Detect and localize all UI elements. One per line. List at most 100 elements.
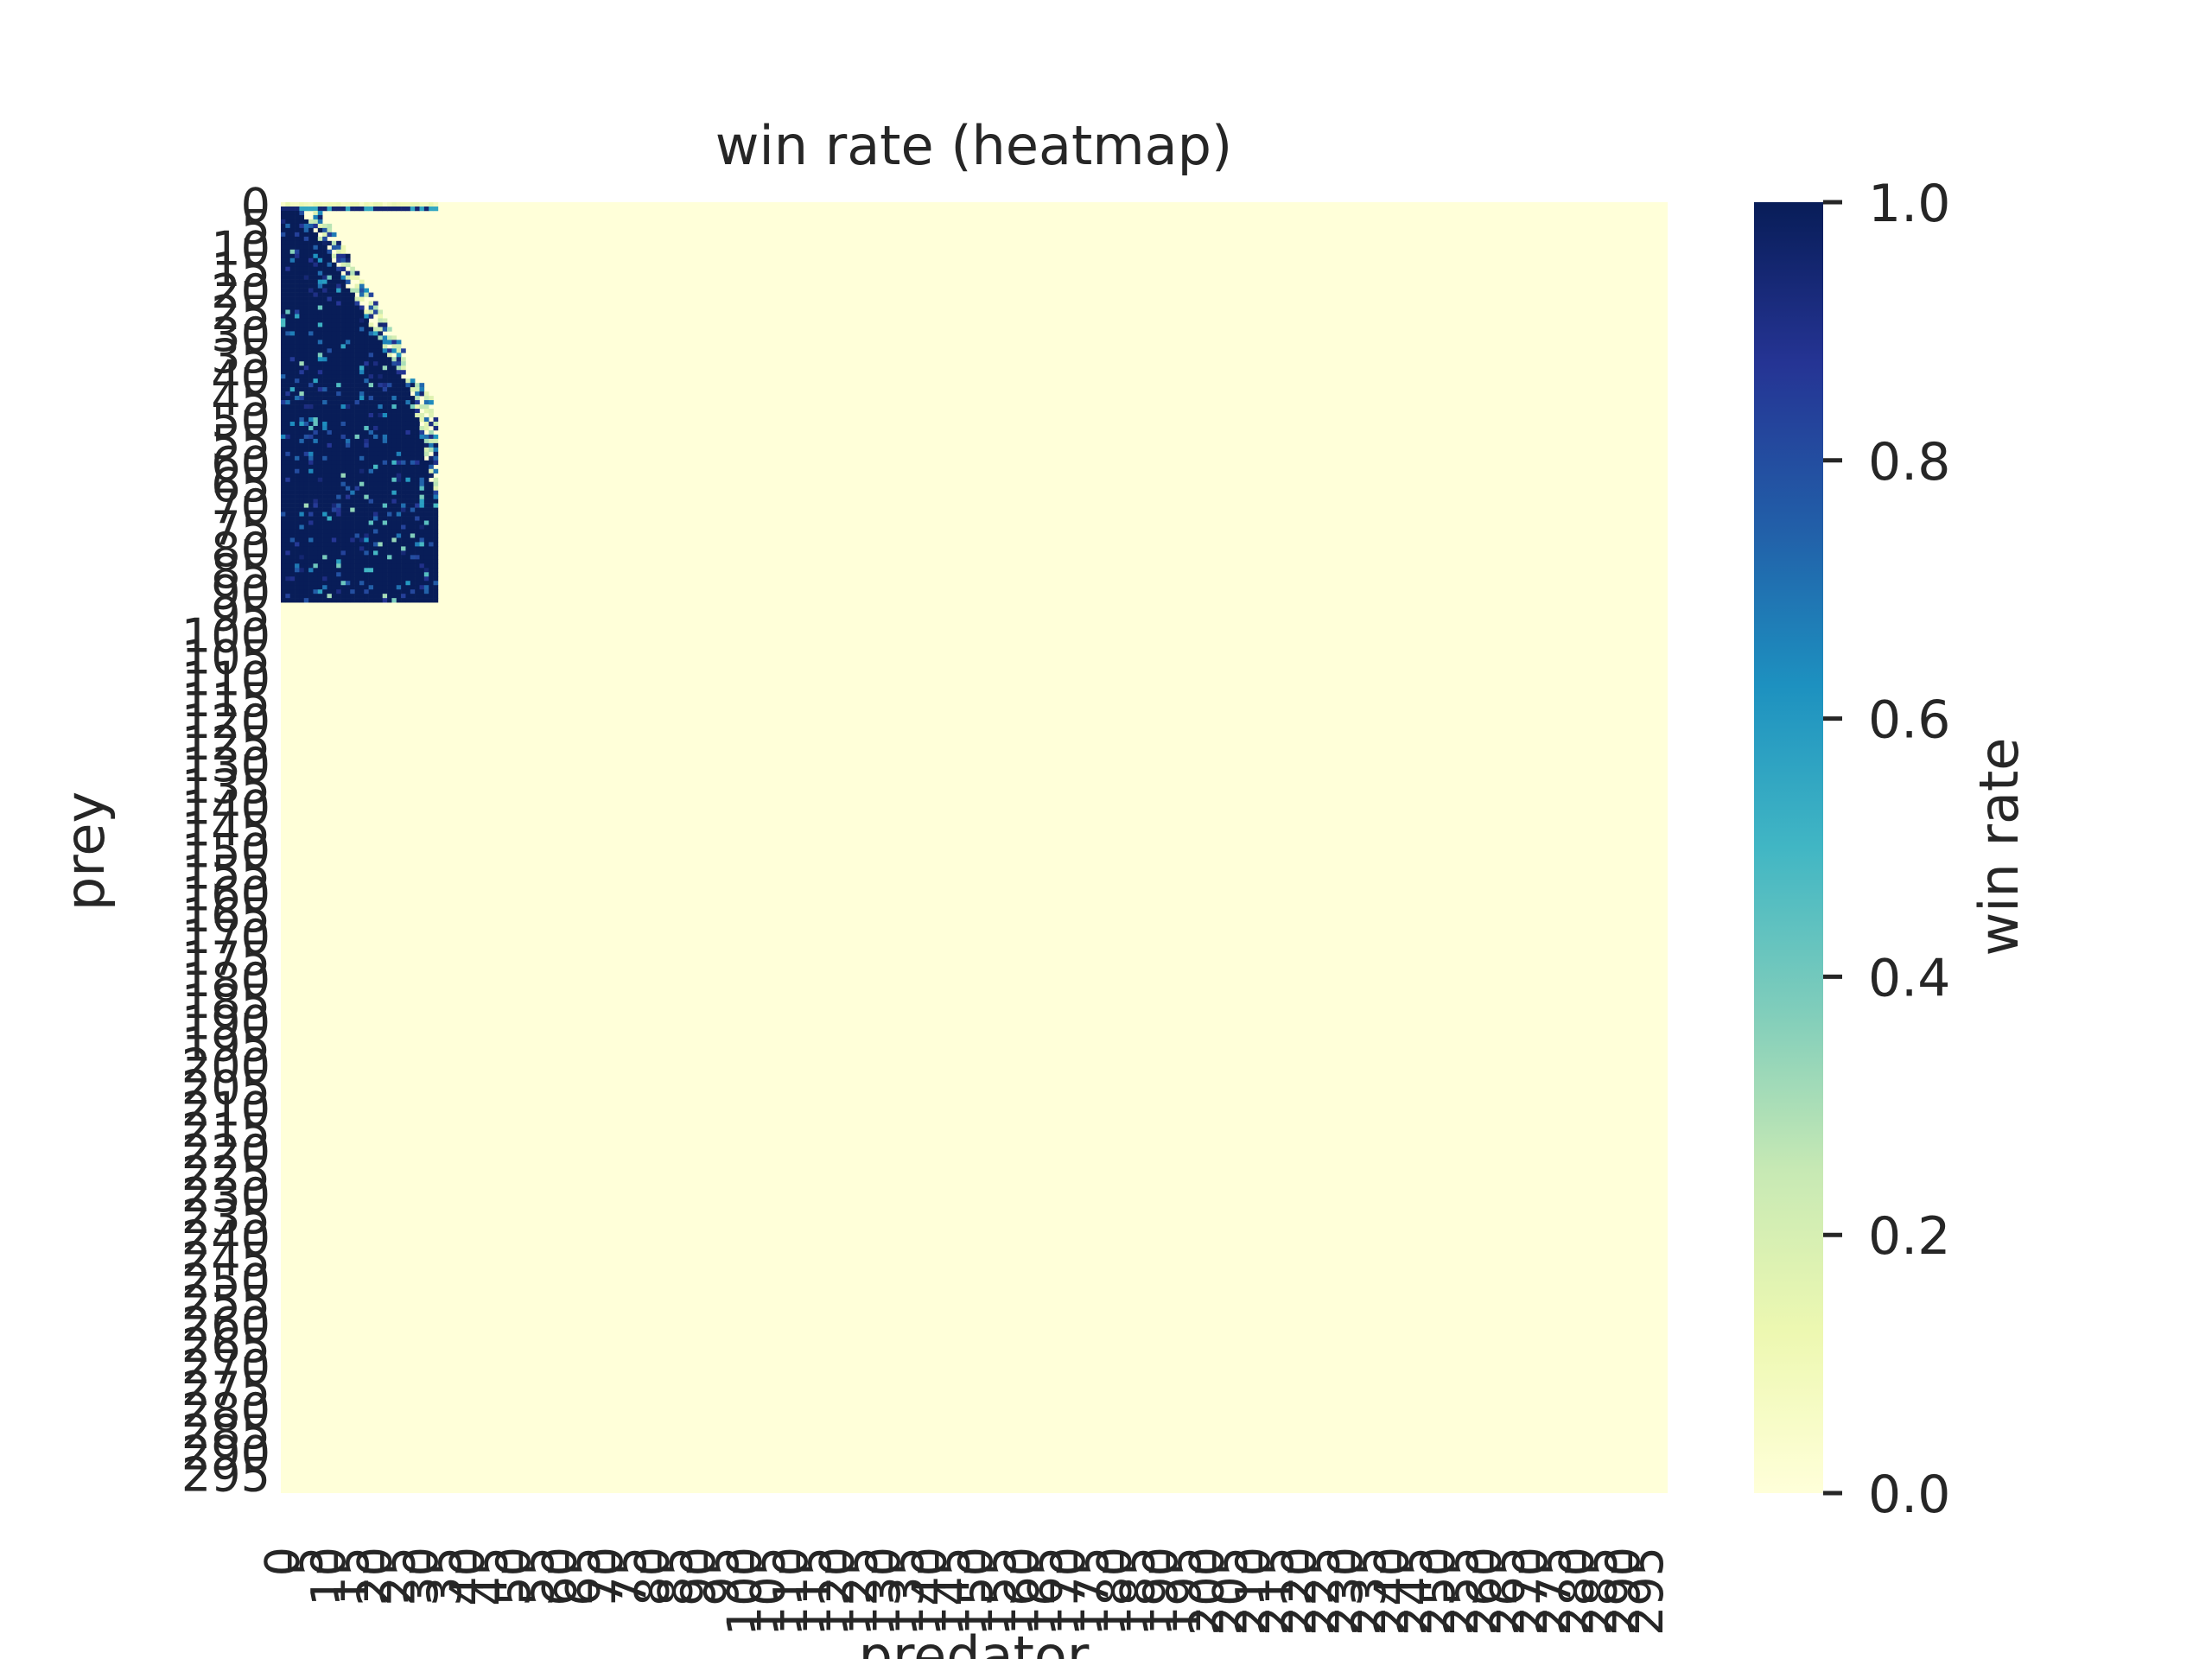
- heatmap-cell: [373, 563, 378, 569]
- heatmap-cell: [378, 555, 383, 560]
- heatmap-cell: [364, 516, 369, 521]
- heatmap-cell: [299, 520, 305, 525]
- heatmap-cell: [387, 555, 392, 560]
- heatmap-cell: [391, 581, 397, 586]
- heatmap-cell: [350, 451, 355, 457]
- heatmap-cell: [364, 378, 369, 384]
- heatmap-cell: [433, 468, 439, 474]
- heatmap-cell: [378, 361, 383, 366]
- heatmap-cell: [303, 266, 309, 271]
- heatmap-cell: [340, 309, 346, 315]
- heatmap-cell: [317, 529, 323, 534]
- heatmap-cell: [313, 455, 319, 461]
- heatmap-cell: [373, 409, 378, 414]
- heatmap-cell: [331, 447, 337, 453]
- heatmap-cell: [373, 550, 378, 556]
- heatmap-cell: [382, 409, 388, 414]
- heatmap-cell: [387, 413, 392, 418]
- heatmap-cell: [317, 494, 323, 499]
- heatmap-cell: [317, 249, 323, 255]
- heatmap-cell: [359, 594, 365, 599]
- heatmap-cell: [391, 559, 397, 564]
- heatmap-cell: [299, 429, 305, 435]
- heatmap-cell: [317, 214, 323, 220]
- heatmap-cell: [396, 473, 402, 479]
- heatmap-cell: [354, 555, 360, 560]
- heatmap-cell: [322, 318, 327, 323]
- heatmap-cell: [281, 568, 286, 573]
- heatmap-cell: [378, 429, 383, 435]
- heatmap-cell: [313, 301, 319, 306]
- heatmap-cell: [340, 357, 346, 362]
- x-tick-label: 190: [1134, 1547, 1188, 1636]
- heatmap-cell: [382, 387, 388, 392]
- heatmap-cell: [354, 529, 360, 534]
- heatmap-cell: [327, 434, 333, 440]
- heatmap-cell: [322, 546, 327, 551]
- heatmap-cell: [354, 585, 360, 590]
- heatmap-cell: [308, 283, 314, 289]
- heatmap-cell: [317, 576, 323, 582]
- heatmap-cell: [313, 421, 319, 427]
- heatmap-cell: [285, 409, 290, 414]
- heatmap-cell: [308, 598, 314, 603]
- heatmap-cell: [387, 481, 392, 486]
- heatmap-cell: [281, 266, 286, 271]
- heatmap-cell: [285, 490, 290, 495]
- y-tick-label: 135: [181, 760, 270, 814]
- heatmap-cell: [387, 387, 392, 392]
- heatmap-cell: [295, 210, 300, 216]
- heatmap-cell: [322, 455, 327, 461]
- heatmap-cell: [368, 537, 374, 543]
- heatmap-cell: [373, 455, 378, 461]
- heatmap-cell: [391, 533, 397, 538]
- heatmap-cell: [303, 309, 309, 315]
- heatmap-cell: [317, 524, 323, 530]
- heatmap-cell: [313, 335, 319, 340]
- heatmap-cell: [303, 550, 309, 556]
- heatmap-cell: [340, 507, 346, 512]
- heatmap-cell: [429, 202, 434, 207]
- heatmap-cell: [295, 361, 300, 366]
- heatmap-cell: [295, 520, 300, 525]
- heatmap-cell: [285, 594, 290, 599]
- heatmap-cell: [281, 503, 286, 508]
- heatmap-cell: [350, 378, 355, 384]
- y-tick-label: 200: [181, 1039, 270, 1093]
- heatmap-cell: [345, 572, 351, 577]
- heatmap-cell: [336, 537, 341, 543]
- heatmap-cell: [303, 429, 309, 435]
- heatmap-cell: [391, 442, 397, 448]
- heatmap-cell: [317, 581, 323, 586]
- heatmap-cell: [345, 585, 351, 590]
- heatmap-cell: [382, 451, 388, 457]
- heatmap-cell: [322, 520, 327, 525]
- heatmap-cell: [401, 438, 406, 444]
- heatmap-cell: [336, 288, 341, 293]
- heatmap-cell: [331, 520, 337, 525]
- heatmap-cell: [281, 283, 286, 289]
- heatmap-cell: [368, 499, 374, 504]
- y-tick-label: 20: [211, 264, 270, 319]
- heatmap-cell: [295, 279, 300, 284]
- heatmap-cell: [295, 481, 300, 486]
- heatmap-cell: [419, 529, 425, 534]
- heatmap-cell: [368, 555, 374, 560]
- heatmap-cell: [429, 533, 434, 538]
- y-tick-label: 215: [181, 1103, 270, 1158]
- heatmap-cell: [368, 357, 374, 362]
- heatmap-cell: [331, 524, 337, 530]
- heatmap-cell: [373, 555, 378, 560]
- heatmap-cell: [295, 378, 300, 384]
- heatmap-cell: [336, 438, 341, 444]
- heatmap-cell: [345, 434, 351, 440]
- heatmap-cell: [401, 490, 406, 495]
- heatmap-cell: [336, 404, 341, 410]
- heatmap-cell: [433, 598, 439, 603]
- heatmap-cell: [322, 438, 327, 444]
- heatmap-cell: [281, 404, 286, 410]
- heatmap-cell: [364, 374, 369, 379]
- heatmap-cell: [396, 468, 402, 474]
- heatmap-cell: [308, 374, 314, 379]
- heatmap-cell: [327, 344, 333, 349]
